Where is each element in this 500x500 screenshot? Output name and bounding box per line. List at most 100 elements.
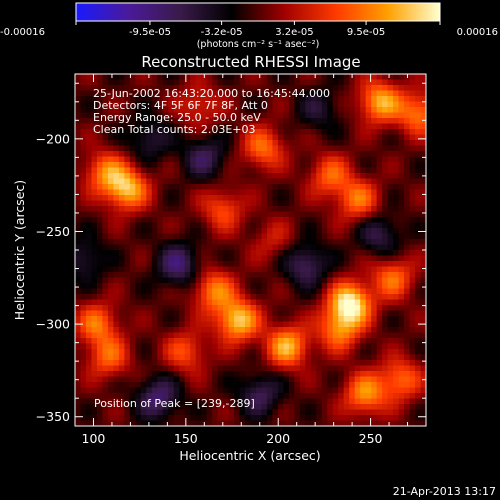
heatmap-cell <box>327 233 334 240</box>
heatmap-cell <box>179 129 186 136</box>
heatmap-cell <box>371 118 378 125</box>
heatmap-cell <box>305 365 312 372</box>
heatmap-cell <box>354 74 361 81</box>
heatmap-cell <box>266 156 274 163</box>
heatmap-cell <box>415 288 422 295</box>
heatmap-cell <box>420 365 426 372</box>
heatmap-cell <box>305 327 312 334</box>
heatmap-cell <box>223 398 230 405</box>
heatmap-cell <box>382 415 389 422</box>
heatmap-cell <box>162 250 169 257</box>
heatmap-cell <box>124 415 131 422</box>
heatmap-cell <box>321 107 328 114</box>
heatmap-cell <box>190 398 197 405</box>
heatmap-cell <box>409 393 416 400</box>
heatmap-cell <box>212 189 219 196</box>
heatmap-cell <box>190 145 197 152</box>
heatmap-cell <box>140 272 147 279</box>
heatmap-cell <box>91 217 98 224</box>
heatmap-cell <box>371 371 378 378</box>
heatmap-cell <box>277 151 284 158</box>
heatmap-cell <box>140 321 147 328</box>
heatmap-cell <box>118 173 125 180</box>
heatmap-cell <box>206 112 213 119</box>
heatmap-cell <box>272 112 279 119</box>
heatmap-cell <box>283 244 290 251</box>
heatmap-cell <box>305 343 312 350</box>
heatmap-cell <box>404 299 411 306</box>
heatmap-cell <box>80 354 87 361</box>
heatmap-cell <box>283 376 290 383</box>
heatmap-cell <box>234 134 241 141</box>
heatmap-cell <box>294 123 301 130</box>
heatmap-cell <box>294 250 301 257</box>
heatmap-cell <box>420 387 426 394</box>
heatmap-cell <box>332 244 339 251</box>
heatmap-cell <box>168 107 175 114</box>
heatmap-cell <box>250 189 257 196</box>
heatmap-cell <box>239 360 246 367</box>
heatmap-cell <box>349 156 356 163</box>
heatmap-cell <box>283 228 290 235</box>
heatmap-cell <box>393 123 400 130</box>
heatmap-cell <box>135 90 142 97</box>
heatmap-cell <box>327 343 334 350</box>
heatmap-cell <box>146 173 153 180</box>
heatmap-cell <box>168 96 175 103</box>
heatmap-cell <box>393 365 400 372</box>
heatmap-cell <box>228 118 235 125</box>
heatmap-cell <box>91 233 98 240</box>
heatmap-cell <box>190 250 197 257</box>
heatmap-cell <box>255 266 263 273</box>
heatmap-cell <box>305 305 312 312</box>
heatmap-cell <box>387 222 394 229</box>
heatmap-cell <box>206 239 213 246</box>
heatmap-cell <box>228 316 235 323</box>
heatmap-cell <box>228 233 235 240</box>
heatmap-cell <box>195 338 202 345</box>
heatmap-cell <box>288 365 295 372</box>
heatmap-cell <box>305 85 312 92</box>
heatmap-cell <box>85 184 93 191</box>
heatmap-cell <box>80 96 87 103</box>
heatmap-cell <box>206 420 213 426</box>
heatmap-cell <box>107 261 114 268</box>
heatmap-cell <box>96 233 104 240</box>
heatmap-cell <box>85 140 93 147</box>
heatmap-cell <box>195 129 202 136</box>
heatmap-cell <box>228 79 235 86</box>
heatmap-cell <box>118 393 125 400</box>
heatmap-cell <box>190 123 197 130</box>
heatmap-cell <box>107 228 114 235</box>
heatmap-cell <box>212 409 219 416</box>
heatmap-cell <box>272 233 279 240</box>
heatmap-cell <box>305 211 312 218</box>
heatmap-cell <box>283 371 290 378</box>
heatmap-cell <box>75 184 82 191</box>
heatmap-cell <box>239 200 246 207</box>
heatmap-cell <box>184 211 191 218</box>
heatmap-cell <box>321 305 328 312</box>
heatmap-cell <box>404 239 411 246</box>
heatmap-cell <box>201 228 208 235</box>
heatmap-cell <box>277 200 284 207</box>
heatmap-cell <box>184 398 191 405</box>
heatmap-cell <box>129 195 136 202</box>
heatmap-cell <box>184 151 191 158</box>
heatmap-cell <box>85 173 93 180</box>
heatmap-cell <box>360 404 367 411</box>
heatmap-cell <box>201 123 208 130</box>
heatmap-cell <box>255 189 263 196</box>
heatmap-cell <box>261 189 268 196</box>
heatmap-cell <box>420 310 426 317</box>
heatmap-cell <box>85 310 93 317</box>
heatmap-cell <box>151 255 158 262</box>
heatmap-cell <box>80 90 87 97</box>
heatmap-cell <box>261 261 268 268</box>
heatmap-cell <box>409 387 416 394</box>
heatmap-cell <box>316 74 323 81</box>
heatmap-cell <box>387 151 394 158</box>
heatmap-cell <box>376 140 383 147</box>
heatmap-cell <box>255 112 263 119</box>
heatmap-cell <box>332 123 339 130</box>
